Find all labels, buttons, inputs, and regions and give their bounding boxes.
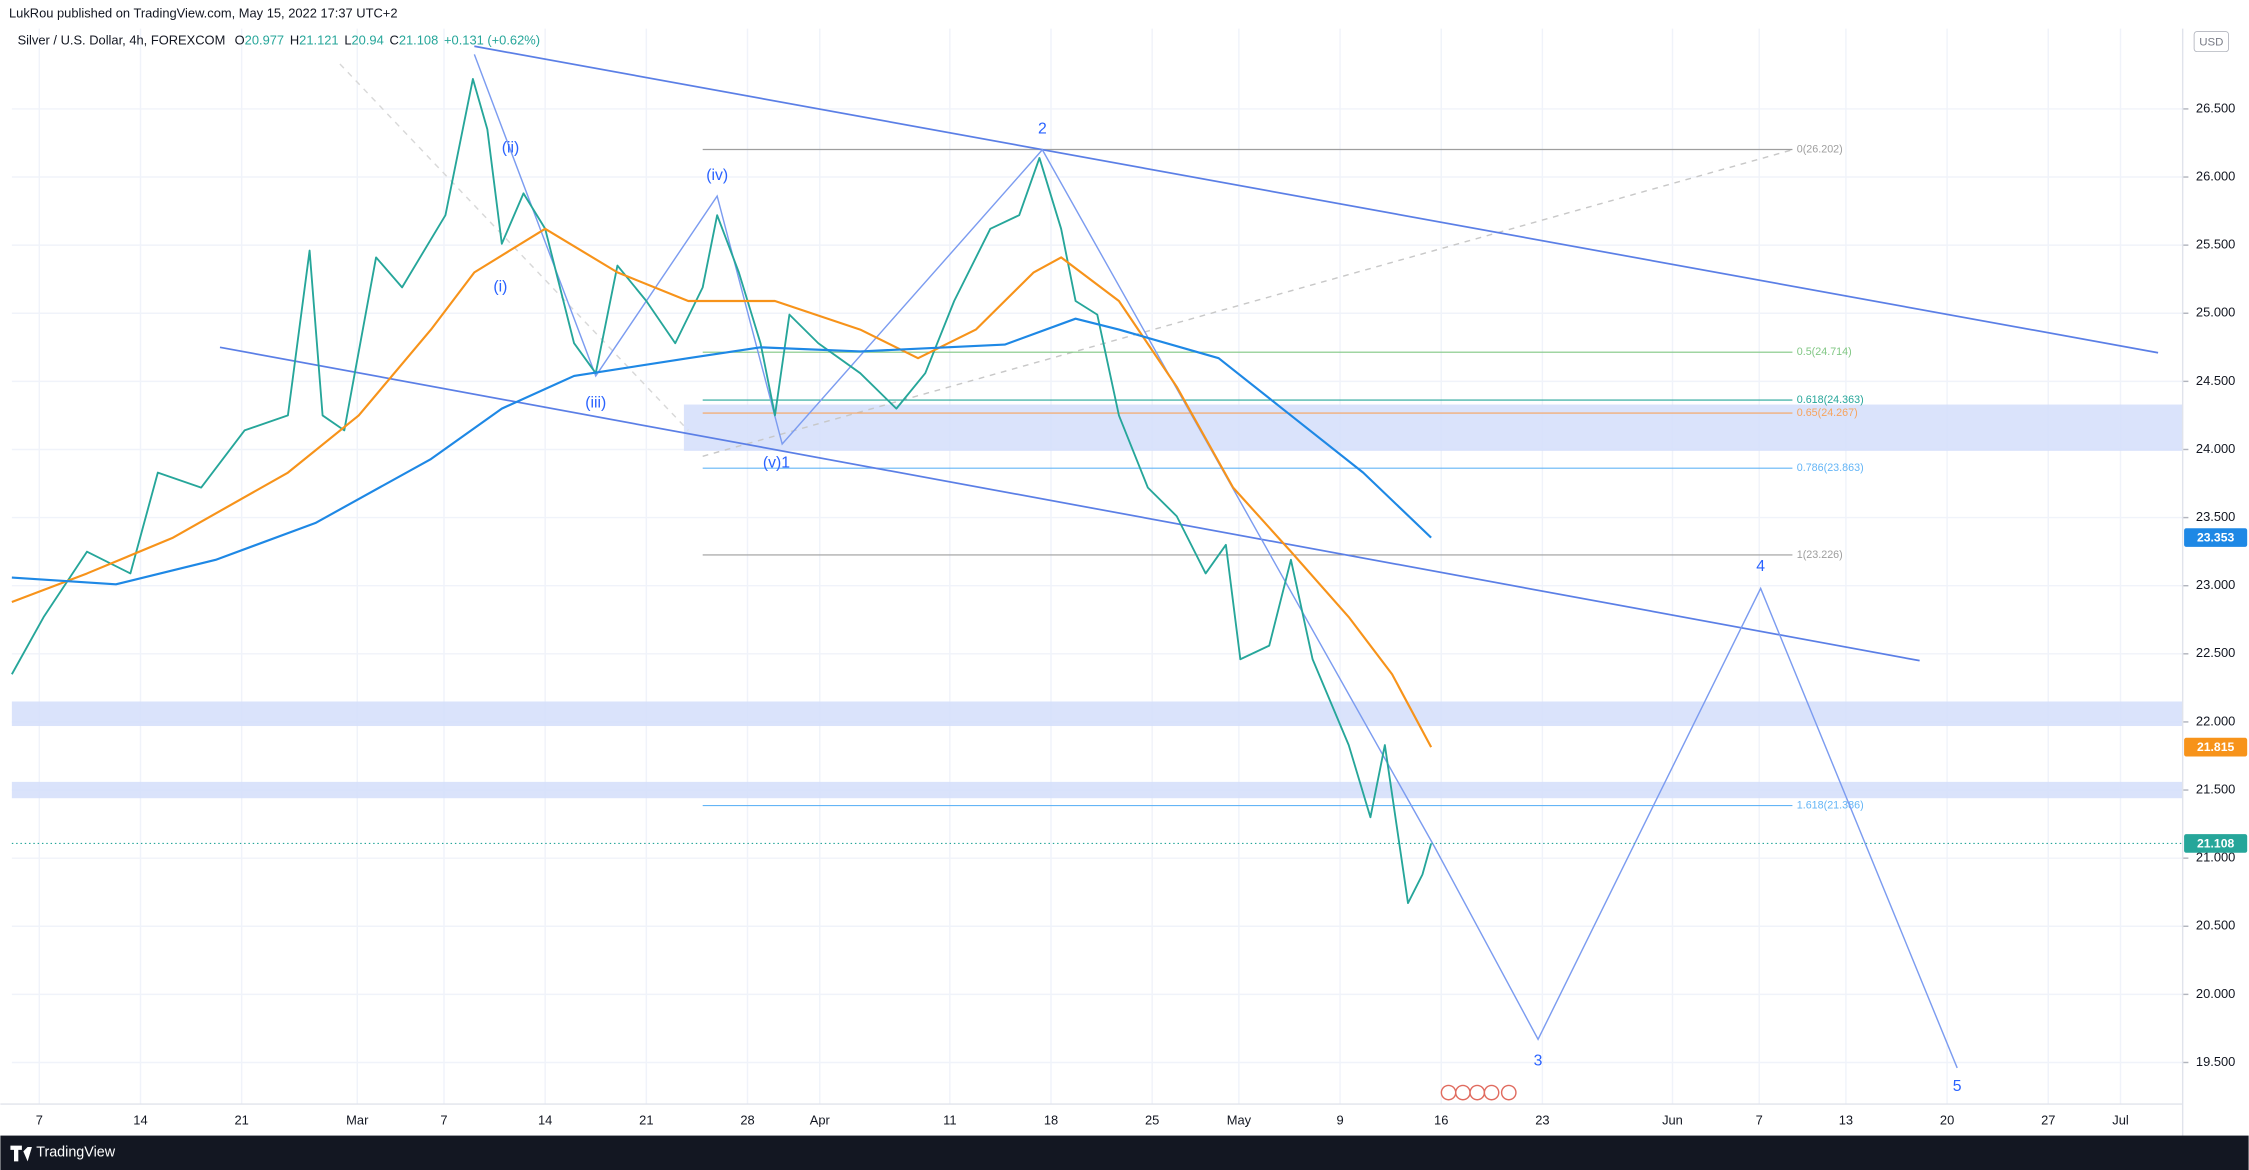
zone (683, 404, 2183, 451)
wave-label: (ii) (502, 140, 520, 157)
drawings: 0(26.202) 0.5(24.714) 0.618(24.363)0.65(24… (219, 45, 2159, 1069)
fib-label: 0.786(23.863) (1797, 462, 1864, 474)
x-tick-label: 13 (1839, 1113, 1853, 1128)
change: +0.131 (+0.62%) (444, 33, 540, 48)
y-tick-label: 23.000 (2196, 577, 2235, 592)
fib-label: 1.618(21.386) (1797, 799, 1864, 811)
price-line (11, 78, 1433, 905)
x-tick-label: Apr (810, 1113, 831, 1128)
y-tick-label: 25.500 (2196, 237, 2235, 252)
event-icon[interactable] (1454, 1084, 1471, 1101)
x-tick-label: 11 (943, 1113, 956, 1128)
event-icon[interactable] (1440, 1084, 1457, 1101)
x-tick-label: 27 (2041, 1113, 2055, 1128)
ohlc-key: C (390, 33, 399, 48)
y-tick-label: 26.500 (2196, 100, 2235, 115)
wave-label: (v)1 (763, 454, 790, 471)
x-tick-label: 25 (1145, 1113, 1159, 1128)
fib-label: 1(23.226) (1797, 549, 1843, 561)
x-tick-label: 9 (1336, 1113, 1343, 1128)
wave-path (473, 54, 1958, 1069)
y-tick-label: 20.500 (2196, 918, 2235, 933)
footer-bar (0, 1135, 2249, 1170)
ohlc-key: O (235, 33, 245, 48)
currency[interactable]: USD (2199, 36, 2223, 48)
grid: 7 14 21 Mar 7 14 21 28 Apr 11 18 25 May 9 16 23 Jun 7 13 20… (11, 28, 2235, 1128)
x-tick-label: 7 (36, 1113, 43, 1128)
dashed-line (702, 149, 1793, 457)
x-tick-label: Mar (346, 1113, 369, 1128)
y-tick-label: 23.500 (2196, 509, 2235, 524)
y-tick-label: 24.500 (2196, 373, 2235, 388)
x-tick-label: May (1227, 1113, 1252, 1128)
y-tick-label: 21.500 (2196, 781, 2235, 796)
ohlc-value: 21.121 (299, 33, 338, 48)
zone (11, 781, 2183, 799)
event-icons (1440, 1084, 1517, 1101)
x-tick-label: 7 (1756, 1113, 1763, 1128)
brand: TradingView (36, 1145, 115, 1161)
y-tick-label: 19.500 (2196, 1054, 2235, 1069)
price-label: 21.815 (2197, 740, 2234, 754)
fib-label: 0.65(24.267) (1797, 407, 1858, 419)
moving-average (11, 227, 1433, 748)
wave-label: 3 (1534, 1052, 1543, 1069)
y-tick-label: 24.000 (2196, 441, 2235, 456)
price-layer (11, 78, 1433, 905)
wave-label: (i) (493, 279, 507, 296)
fib-label: 0(26.202) (1797, 143, 1843, 155)
x-tick-label: Jul (2112, 1113, 2128, 1128)
price-label: 21.108 (2197, 836, 2234, 850)
x-tick-label: 14 (133, 1113, 147, 1128)
y-tick-label: 22.000 (2196, 713, 2235, 728)
y-tick-label: 22.500 (2196, 645, 2235, 660)
wave-label: 5 (1953, 1078, 1962, 1095)
price-label-box (2184, 528, 2248, 547)
moving-average (11, 317, 1432, 586)
y-tick-label: 20.000 (2196, 986, 2235, 1001)
currency-box[interactable] (2193, 31, 2229, 53)
wave-label: 4 (1756, 558, 1765, 575)
publisher-note: LukRou published on TradingView.com, May… (9, 6, 398, 21)
event-icon[interactable] (1483, 1084, 1500, 1101)
fib-label: 0.618(24.363) (1797, 394, 1864, 406)
ohlc-value: 20.94 (352, 33, 384, 48)
event-icon[interactable] (1469, 1084, 1486, 1101)
fib-label: 0.5(24.714) (1797, 346, 1852, 358)
ohlc-key: L (344, 33, 351, 48)
trendline (474, 45, 2159, 354)
wave-label: (iii) (585, 394, 606, 411)
x-tick-label: 7 (440, 1113, 447, 1128)
wave-label: (iv) (706, 167, 728, 184)
ohlc-key: H (290, 33, 299, 48)
y-tick-label: 25.000 (2196, 305, 2235, 320)
x-tick-label: 23 (1535, 1113, 1549, 1128)
x-tick-label: 21 (234, 1113, 248, 1128)
zone (11, 701, 2183, 727)
x-tick-label: 28 (740, 1113, 754, 1128)
y-tick-label: 26.000 (2196, 168, 2235, 183)
wave-label: 2 (1038, 121, 1047, 138)
price-label-box (2184, 834, 2248, 853)
price-label: 23.353 (2197, 531, 2234, 545)
brand-logo (10, 1145, 32, 1162)
zones (11, 404, 2183, 799)
x-tick-label: 18 (1044, 1113, 1058, 1128)
x-tick-label: 20 (1940, 1113, 1954, 1128)
price-label-box (2184, 737, 2248, 757)
ohlc-value: 21.108 (399, 33, 438, 48)
x-tick-label: 14 (538, 1113, 552, 1128)
event-icon[interactable] (1500, 1084, 1517, 1101)
y-tick-label: 21.000 (2196, 850, 2235, 865)
symbol-title: Silver / U.S. Dollar, 4h, FOREXCOM (18, 33, 226, 48)
symbol-line: Silver / U.S. Dollar, 4h, FOREXCOM O20.9… (18, 33, 540, 48)
trendline (219, 346, 1920, 662)
x-tick-label: Jun (1662, 1113, 1683, 1128)
x-tick-label: 16 (1434, 1113, 1448, 1128)
x-tick-label: 21 (639, 1113, 653, 1128)
ohlc-value: 20.977 (245, 33, 284, 48)
labels: 23.35321.81521.108(i)(ii)(iii)(iv)(v)123… (11, 121, 2248, 1095)
